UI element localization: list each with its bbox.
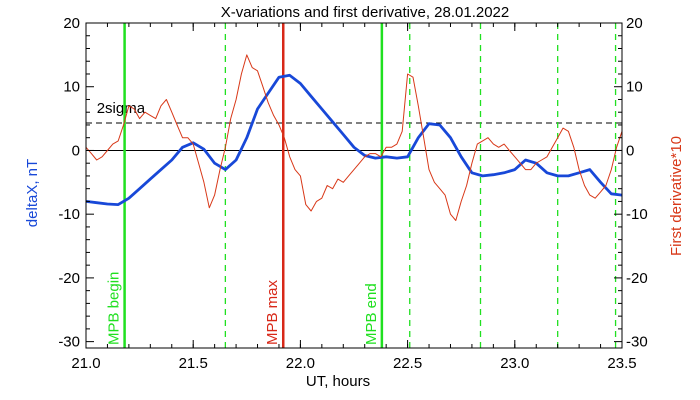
marker-label-2: MPB max (264, 279, 281, 345)
ytick-label-right-4: -20 (626, 270, 648, 287)
xtick-label-0: 21.0 (71, 355, 100, 372)
ytick-label-left-5: -30 (58, 334, 80, 351)
series-derivative (85, 54, 623, 221)
xtick-label-1: 21.5 (179, 355, 208, 372)
ytick-label-right-1: 10 (626, 79, 643, 96)
ytick-label-right-5: -30 (626, 334, 648, 351)
ytick-label-right-3: -10 (626, 206, 648, 223)
ytick-label-right-0: 20 (626, 15, 643, 32)
ytick-label-left-4: -20 (58, 270, 80, 287)
plot-frame (85, 22, 623, 349)
series-deltaX (85, 73, 623, 207)
xtick-label-4: 23.0 (500, 355, 529, 372)
ytick-label-left-0: 20 (63, 15, 80, 32)
plot-area: 2sigma MPB begin MPB max MPB end 20 20 10 10 0 0 -… (58, 15, 647, 372)
xtick-label-5: 23.5 (607, 355, 636, 372)
x-axis-label: UT, hours (306, 373, 370, 390)
ytick-label-left-3: -10 (58, 206, 80, 223)
chart-title: X-variations and first derivative, 28.01… (221, 4, 510, 21)
marker-label-0: MPB begin (106, 272, 123, 345)
ytick-label-left-1: 10 (63, 79, 80, 96)
xtick-label-2: 22.0 (286, 355, 315, 372)
ytick-label-left-2: 0 (72, 142, 80, 159)
xtick-label-3: 22.5 (393, 355, 422, 372)
sigma-label: 2sigma (97, 100, 146, 117)
y-axis-label-right: First derivative*10 (668, 136, 685, 256)
y-axis-label-left: deltaX, nT (24, 159, 41, 227)
ytick-label-right-2: 0 (626, 142, 634, 159)
marker-label-3: MPB end (363, 283, 380, 345)
